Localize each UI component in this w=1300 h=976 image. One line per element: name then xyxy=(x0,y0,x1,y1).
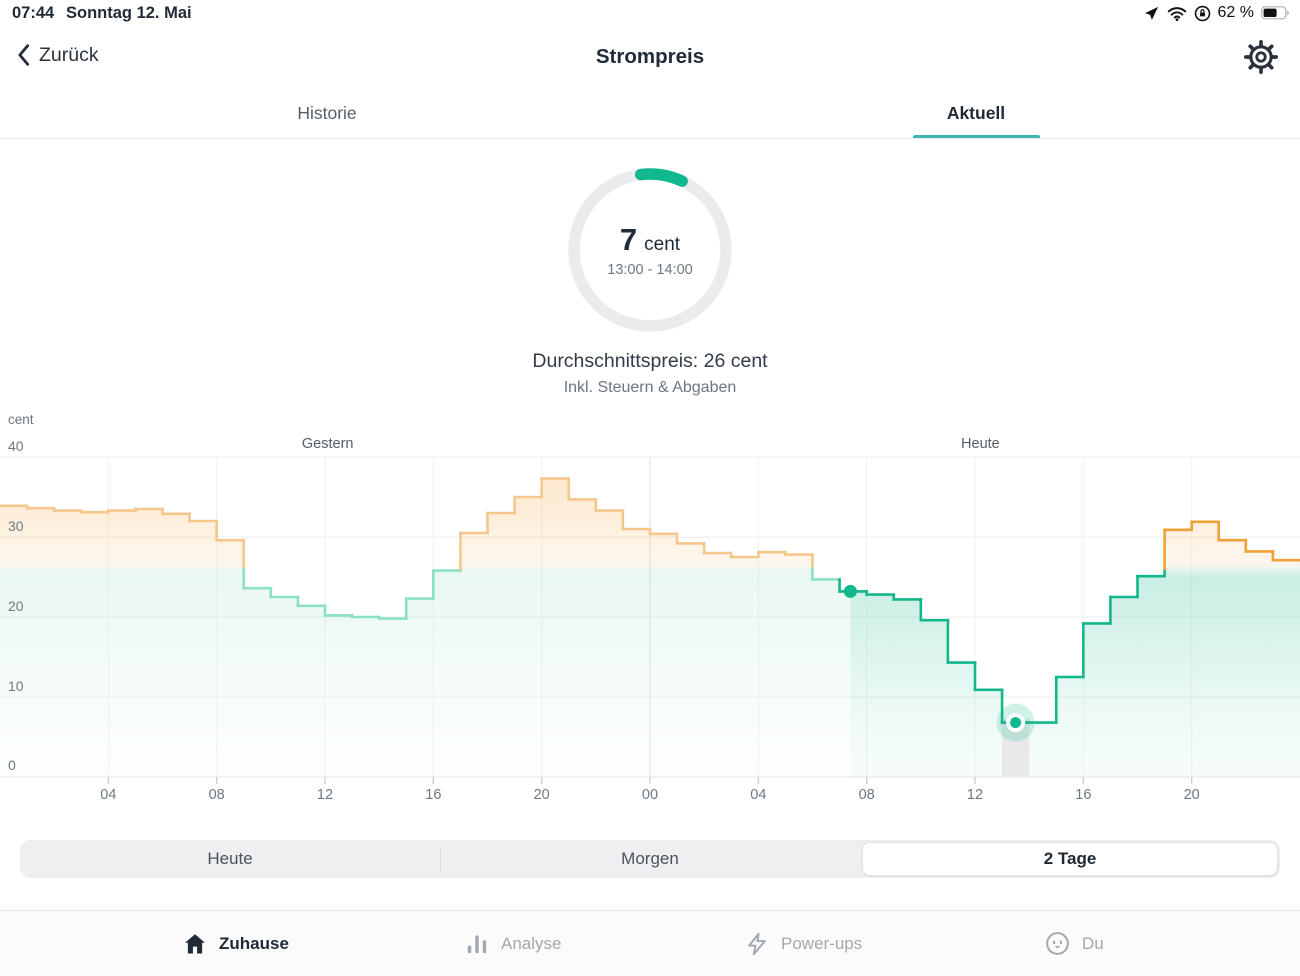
x-tick-label: 16 xyxy=(425,787,442,803)
y-axis-unit: cent xyxy=(8,412,34,427)
price-step-line xyxy=(0,477,1300,724)
price-chart-svg[interactable] xyxy=(0,410,1300,810)
x-tick-label: 08 xyxy=(208,787,225,803)
y-tick-30: 30 xyxy=(8,518,24,534)
active-tab-underline xyxy=(913,135,1040,139)
average-price-text: Durchschnittspreis: 26 cent xyxy=(532,350,768,372)
back-button[interactable]: Zurück xyxy=(14,42,99,68)
nav-label-analyse: Analyse xyxy=(501,933,562,953)
nav-label-du: Du xyxy=(1082,933,1104,953)
page-title: Strompreis xyxy=(595,45,705,68)
tab-bar-divider xyxy=(0,138,1300,139)
range-divider xyxy=(440,847,441,871)
current-price-value: 7 xyxy=(619,222,638,257)
x-tick-label: 04 xyxy=(750,787,767,803)
lightning-icon xyxy=(748,932,766,955)
back-label: Zurück xyxy=(39,43,99,66)
day-section-label: Heute xyxy=(961,436,1000,452)
taxes-note-text: Inkl. Steuern & Abgaben xyxy=(563,379,737,396)
nav-label-zuhause: Zuhause xyxy=(219,933,289,953)
x-tick-label: 08 xyxy=(858,787,875,803)
status-time: 07:44 xyxy=(12,4,55,22)
current-price-gauge: 7 cent 13:00 - 14:00 xyxy=(555,155,745,345)
nav-item-zuhause[interactable]: Zuhause xyxy=(182,911,289,976)
x-tick-label: 16 xyxy=(1075,787,1092,803)
bottom-nav: Zuhause Analyse Power-ups Du xyxy=(0,910,1300,976)
nav-item-power-ups[interactable]: Power-ups xyxy=(744,911,862,976)
battery-percent: 62 % xyxy=(1217,4,1254,21)
x-tick-label: 00 xyxy=(641,787,659,803)
x-tick-label: 12 xyxy=(966,787,984,803)
y-tick-10: 10 xyxy=(8,678,24,694)
chevron-left-icon xyxy=(18,44,30,66)
y-tick-0: 0 xyxy=(8,757,16,773)
bar-chart-icon xyxy=(467,934,487,953)
nav-item-analyse[interactable]: Analyse xyxy=(464,911,561,976)
wifi-icon xyxy=(1167,6,1186,21)
battery-icon xyxy=(1261,6,1289,20)
tab-historie[interactable]: Historie xyxy=(297,103,357,123)
gauge-ring xyxy=(568,168,732,332)
y-tick-20: 20 xyxy=(8,598,24,614)
range-option-heute[interactable]: Heute xyxy=(207,849,253,868)
day-section-label: Gestern xyxy=(301,436,354,452)
current-price-timerange: 13:00 - 14:00 xyxy=(607,262,693,278)
status-icons: 62 % xyxy=(1143,4,1290,22)
range-option-2-tage[interactable]: 2 Tage xyxy=(1043,849,1097,868)
range-selector: Heute Morgen 2 Tage xyxy=(20,840,1280,878)
tab-aktuell[interactable]: Aktuell xyxy=(946,103,1006,123)
gear-icon xyxy=(1243,39,1279,75)
min-marker-dot[interactable] xyxy=(1010,717,1022,729)
now-marker-dot xyxy=(843,584,857,598)
status-date: Sonntag 12. Mai xyxy=(66,4,192,22)
range-selected-pill xyxy=(862,842,1278,876)
gauge-progress-arc xyxy=(634,168,688,187)
location-arrow-icon xyxy=(1144,6,1158,20)
future-area-overlay xyxy=(850,521,1300,777)
nav-label-power-ups: Power-ups xyxy=(781,933,863,953)
y-tick-40: 40 xyxy=(8,438,24,454)
x-tick-label: 20 xyxy=(1183,787,1200,803)
price-chart[interactable]: cent 40 30 20 10 0 04 08 12 16 20 00 04 08 12 16 2… xyxy=(0,410,1300,810)
x-tick-label: 20 xyxy=(533,787,550,803)
range-option-morgen[interactable]: Morgen xyxy=(621,849,679,868)
rotation-lock-icon xyxy=(1194,5,1210,21)
x-tick-label: 04 xyxy=(100,787,117,803)
home-icon xyxy=(185,933,205,954)
nav-item-du[interactable]: Du xyxy=(1044,911,1104,976)
current-price-unit: cent xyxy=(644,234,681,255)
face-icon xyxy=(1046,932,1069,955)
settings-button[interactable] xyxy=(1243,39,1279,75)
x-tick-label: 12 xyxy=(316,787,334,803)
